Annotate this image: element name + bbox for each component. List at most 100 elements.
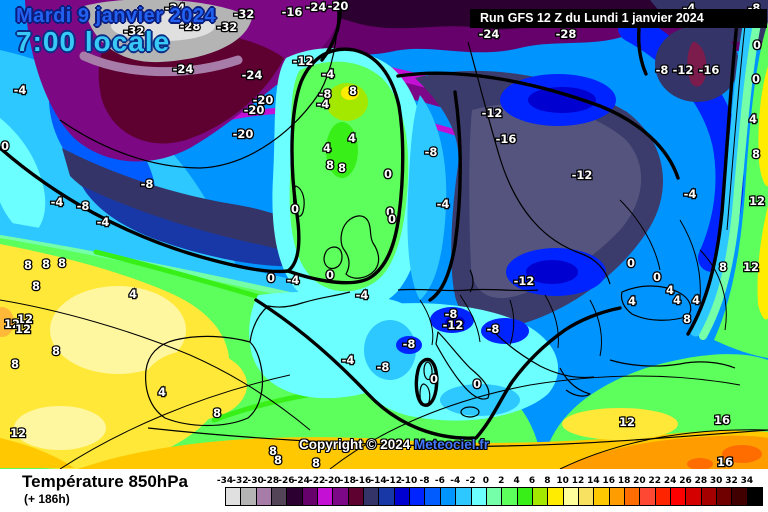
temp-label: 4 bbox=[628, 294, 636, 308]
temp-label: 4 bbox=[323, 141, 331, 155]
temp-label: 0 bbox=[1, 139, 9, 153]
scale-cell bbox=[348, 488, 365, 505]
temp-label: -24 bbox=[242, 68, 263, 82]
temp-label: 8 bbox=[11, 357, 19, 371]
scale-tick: 26 bbox=[679, 476, 692, 486]
scale-color-cells bbox=[225, 487, 764, 506]
temp-label: 8 bbox=[24, 258, 32, 272]
temp-label: -4 bbox=[14, 83, 27, 97]
scale-tick: -18 bbox=[339, 476, 356, 486]
temp-label: -4 bbox=[356, 288, 369, 302]
scale-tick: -8 bbox=[419, 476, 430, 486]
temp-label: 8 bbox=[32, 279, 40, 293]
scale-cell bbox=[563, 488, 579, 505]
temp-label: 16 bbox=[717, 455, 733, 469]
scale-tick: -22 bbox=[308, 476, 326, 486]
temp-label: 12 bbox=[749, 194, 765, 208]
temp-label: 8 bbox=[326, 158, 334, 172]
temp-label: 0 bbox=[430, 372, 438, 386]
scale-cell bbox=[747, 488, 763, 505]
scale-tick: 6 bbox=[528, 476, 536, 486]
scale-tick: 34 bbox=[740, 476, 754, 486]
scale-cell bbox=[272, 488, 288, 505]
scale-cell bbox=[302, 488, 319, 505]
scale-tick: -20 bbox=[324, 476, 341, 486]
scale-tick: 4 bbox=[513, 476, 520, 486]
scale-tick: 32 bbox=[725, 476, 738, 486]
scale-cell bbox=[456, 488, 472, 505]
scale-cell bbox=[241, 488, 257, 505]
scale-tick: 20 bbox=[633, 476, 646, 486]
temp-label: -4 bbox=[51, 195, 64, 209]
temp-label: -12 bbox=[572, 168, 593, 182]
map-canvas: -24 -32-28 -32-32-24 -24-16 -24 -20-24 -28-4 -8… bbox=[0, 0, 768, 469]
run-info-box: Run GFS 12 Z du Lundi 1 janvier 2024 bbox=[470, 9, 767, 28]
temp-label: -4 bbox=[684, 187, 697, 201]
temp-label: -8 bbox=[377, 360, 390, 374]
copyright-text: Copyright © 2024 bbox=[299, 437, 414, 452]
temp-label: 0 bbox=[267, 271, 275, 285]
temp-label: 8 bbox=[349, 84, 357, 98]
scale-tick: -12 bbox=[385, 476, 402, 486]
temp-label: 12 bbox=[4, 317, 20, 331]
temp-label: -12 bbox=[514, 274, 535, 288]
temperature-labels: -24 -32-28 -32-32-24 -24-16 -24 -20-24 -28-4 -8… bbox=[0, 0, 766, 469]
temp-label: -20 bbox=[233, 127, 254, 141]
temp-label: 0 bbox=[386, 205, 394, 219]
temp-label: -8 bbox=[445, 307, 458, 321]
temp-label: -8 bbox=[487, 322, 500, 336]
scale-tick: -26 bbox=[278, 476, 295, 486]
temp-label: -24 bbox=[306, 0, 327, 14]
map-art bbox=[0, 0, 768, 469]
temp-label: 8 bbox=[213, 406, 221, 420]
temp-label: 4 bbox=[158, 385, 166, 399]
temp-label: 12 bbox=[15, 322, 31, 336]
scale-cell bbox=[502, 488, 518, 505]
temp-label: 0 bbox=[627, 256, 635, 270]
scale-tick: -4 bbox=[450, 476, 461, 486]
temp-label: 4 bbox=[666, 283, 674, 297]
scale-tick: 14 bbox=[587, 476, 600, 486]
temp-label: -8 bbox=[403, 337, 416, 351]
temp-label: -4 bbox=[317, 97, 330, 111]
scale-tick: 12 bbox=[571, 476, 585, 486]
scale-cell bbox=[425, 488, 441, 505]
scale-cell bbox=[670, 488, 687, 505]
color-scale: -34 -32 -30 -28 -26 -24 -22 -20 -18 -16 -14 -12 -10-… bbox=[217, 476, 765, 510]
temp-label: -24 bbox=[479, 27, 500, 41]
temp-label: 8 bbox=[274, 453, 282, 467]
temp-label: 0 bbox=[291, 202, 299, 216]
scale-tick: -14 bbox=[370, 476, 387, 486]
temp-label: -32 bbox=[124, 24, 145, 38]
temp-label: 8 bbox=[312, 456, 320, 469]
scale-cell bbox=[394, 488, 411, 505]
scale-cell bbox=[701, 488, 717, 505]
temp-label: -4 bbox=[342, 353, 355, 367]
scale-tick: 8 bbox=[544, 476, 551, 486]
scale-cell bbox=[548, 488, 564, 505]
temp-label: -8 bbox=[319, 87, 332, 101]
map-title: Température 850hPa bbox=[22, 472, 188, 491]
scale-cell bbox=[379, 488, 395, 505]
temp-label: 4 bbox=[348, 131, 356, 145]
temp-label: 8 bbox=[269, 444, 277, 458]
scale-tick: 2 bbox=[498, 476, 505, 486]
scale-tick: 28 bbox=[694, 476, 708, 486]
scale-tick: -30 bbox=[247, 476, 264, 486]
date-block: Mardi 9 janvier 2024 7:00 locale bbox=[16, 6, 216, 57]
scale-cell bbox=[410, 488, 426, 505]
scale-cell bbox=[333, 488, 349, 505]
temp-label: -24 bbox=[165, 1, 186, 15]
scale-cell bbox=[686, 488, 702, 505]
temp-label: 0 bbox=[384, 167, 392, 181]
scale-cell bbox=[440, 488, 457, 505]
scale-cell bbox=[732, 488, 748, 505]
temp-label: 0 bbox=[753, 38, 761, 52]
temp-label: 0 bbox=[653, 270, 661, 284]
scale-tick: -10 bbox=[401, 476, 418, 486]
temp-label: -12 bbox=[293, 54, 314, 68]
temp-label: 12 bbox=[743, 260, 759, 274]
scale-cell bbox=[471, 488, 487, 505]
temp-label: -32 bbox=[234, 7, 255, 21]
temp-label: -16 bbox=[282, 5, 303, 19]
